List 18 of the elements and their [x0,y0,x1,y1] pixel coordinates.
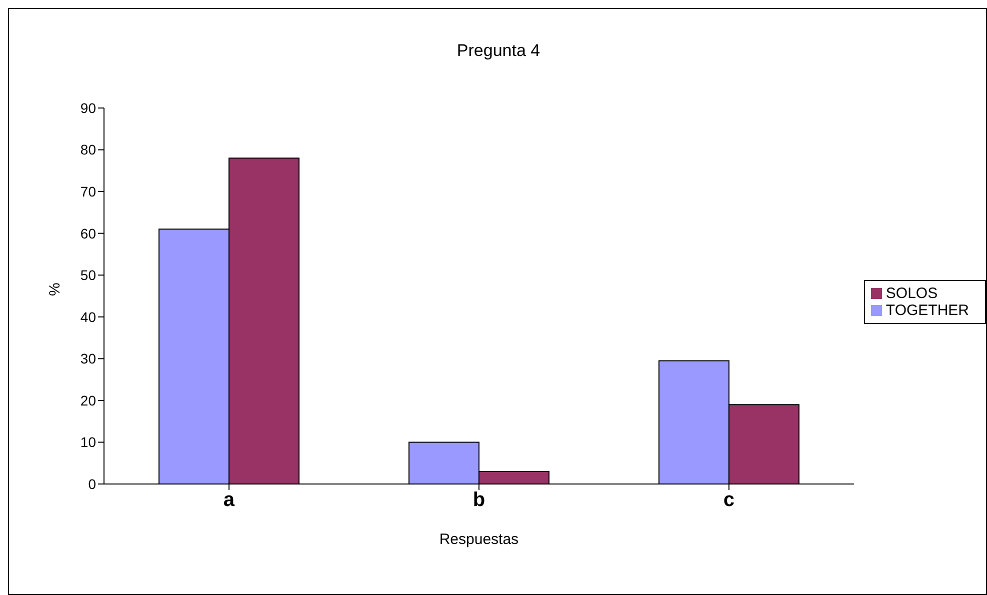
y-axis-title: % [46,282,64,296]
y-tick-label: 10 [80,434,96,450]
y-tick-label: 30 [80,350,96,367]
y-tick-label: 70 [80,184,96,200]
legend-label: SOLOS [886,284,938,302]
y-tick-label: 60 [80,225,96,242]
y-tick-label: 0 [88,476,96,492]
x-axis-title: Respuestas [439,531,519,548]
y-tick-label: 40 [80,308,96,325]
y-tick-label: 90 [80,100,96,116]
y-tick-label: 80 [80,142,96,158]
x-tick-label: b [472,489,486,512]
x-tick-label: c [723,489,734,512]
y-tick-label: 50 [80,267,96,284]
legend-label: TOGETHER [886,302,969,318]
y-tick-label: 20 [80,392,96,408]
chart-title: Pregunta 4 [456,41,542,61]
x-tick-label: a [223,489,236,512]
